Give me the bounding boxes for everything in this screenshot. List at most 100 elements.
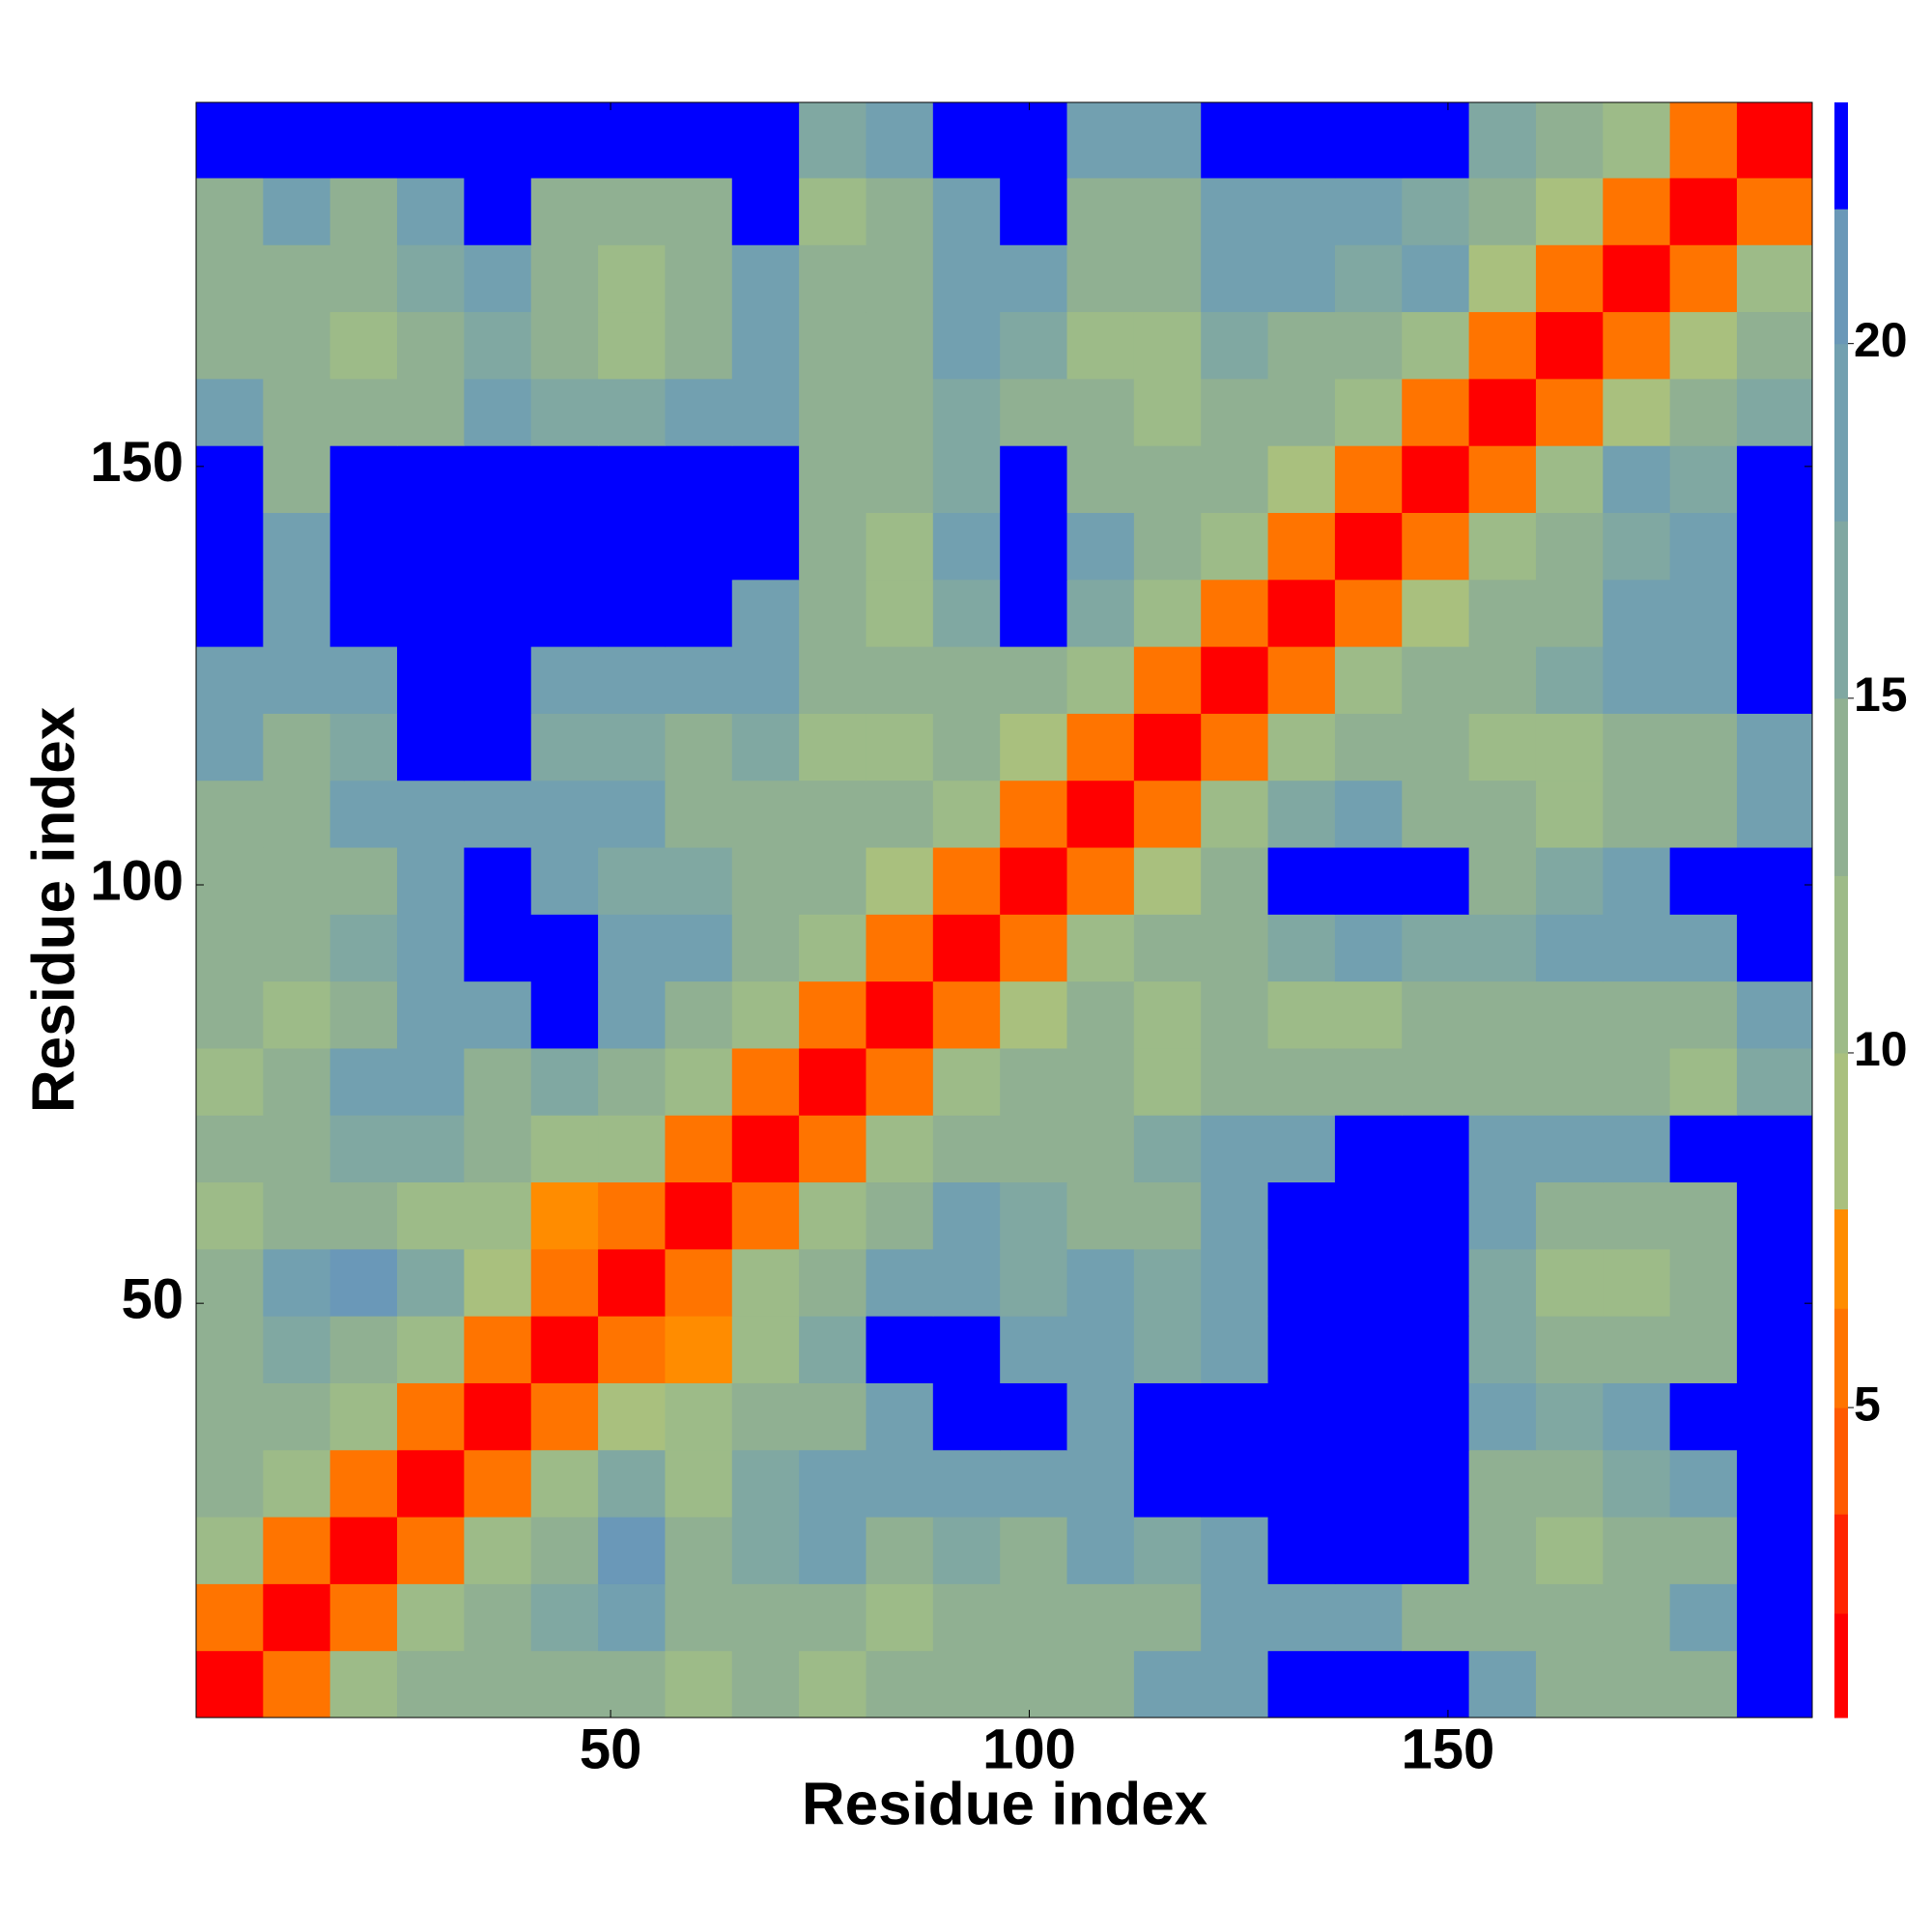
heatmap-cell [263, 445, 331, 513]
colorbar-segment [1834, 875, 1848, 1054]
heatmap-cell [1669, 1181, 1738, 1250]
heatmap-cell [263, 1517, 331, 1584]
heatmap-cell [397, 713, 465, 781]
heatmap-cell [1736, 1650, 1813, 1719]
heatmap-cell [1066, 311, 1135, 380]
heatmap-cell [530, 1181, 599, 1250]
heatmap-cell [1468, 102, 1537, 179]
x-axis-title: Residue index [802, 1771, 1208, 1837]
heatmap-cell [397, 1316, 465, 1383]
heatmap-cell [1535, 780, 1604, 848]
heatmap-cell [598, 1248, 666, 1317]
heatmap-cell [329, 847, 398, 915]
heatmap-cell [1603, 914, 1671, 982]
heatmap-cell [799, 579, 867, 647]
heatmap-cell [1000, 980, 1068, 1049]
heatmap-cell [598, 579, 666, 647]
colorbar-tick-label: 15 [1854, 668, 1908, 722]
heatmap-cell [397, 780, 465, 848]
heatmap-cell [1334, 1248, 1403, 1317]
heatmap-cell [932, 1382, 1001, 1451]
heatmap-cell [1133, 445, 1202, 513]
heatmap-cell [263, 646, 331, 714]
heatmap-cell [464, 713, 532, 781]
heatmap-cell [1000, 579, 1068, 647]
heatmap-cell [464, 914, 532, 982]
heatmap-cell [464, 1449, 532, 1518]
heatmap-cell [1402, 512, 1470, 581]
heatmap-cell [1468, 713, 1537, 781]
heatmap-cell [799, 512, 867, 581]
heatmap-cell [1535, 1047, 1604, 1116]
heatmap-cell [1334, 1650, 1403, 1719]
heatmap-cell [665, 914, 733, 982]
heatmap-cell [397, 1047, 465, 1116]
heatmap-cell [329, 1181, 398, 1250]
colorbar-segment [1834, 209, 1848, 345]
heatmap-cell [329, 102, 398, 179]
heatmap-cell [1468, 914, 1537, 982]
heatmap-cell [932, 780, 1001, 848]
colorbar-segment [1834, 1052, 1848, 1210]
heatmap-cell [1066, 1517, 1135, 1584]
heatmap-cell [799, 914, 867, 982]
heatmap-cell [1402, 1583, 1470, 1652]
heatmap-cell [1201, 1583, 1269, 1652]
heatmap-cell [1736, 780, 1813, 848]
heatmap-cell [263, 1449, 331, 1518]
heatmap-cell [1468, 1583, 1537, 1652]
heatmap-cell [196, 102, 264, 179]
heatmap-cell [932, 914, 1001, 982]
heatmap-cell [1133, 378, 1202, 446]
heatmap-cell [866, 847, 934, 915]
heatmap-cell [1133, 847, 1202, 915]
heatmap-cell [263, 847, 331, 915]
heatmap-cell [665, 1047, 733, 1116]
heatmap-cell [1736, 512, 1813, 581]
heatmap-cell [196, 177, 264, 245]
heatmap-cell [866, 1047, 934, 1116]
heatmap-cell [397, 1248, 465, 1317]
heatmap-cell [866, 1449, 934, 1518]
heatmap-cell [665, 1248, 733, 1317]
heatmap-cell [1468, 780, 1537, 848]
heatmap-cell [799, 713, 867, 781]
heatmap-cell [1334, 1047, 1403, 1116]
heatmap-cell [397, 1583, 465, 1652]
colorbar-segment [1834, 1514, 1848, 1614]
heatmap-cell [598, 1583, 666, 1652]
heatmap-cell [329, 1583, 398, 1652]
heatmap-cell [799, 1248, 867, 1317]
heatmap-cell [1736, 579, 1813, 647]
heatmap-cell [1535, 980, 1604, 1049]
heatmap-cell [1066, 579, 1135, 647]
heatmap-cell [1468, 1449, 1537, 1518]
heatmap-cell [196, 1650, 264, 1719]
heatmap-cell [866, 102, 934, 179]
y-axis-title: Residue index [20, 706, 87, 1113]
heatmap-cell [1468, 1047, 1537, 1116]
heatmap-cell [1535, 102, 1604, 179]
heatmap-cell [1334, 579, 1403, 647]
heatmap-cell [196, 847, 264, 915]
heatmap-cell [731, 1115, 800, 1183]
heatmap-cell [329, 1248, 398, 1317]
heatmap-cell [1468, 311, 1537, 380]
heatmap-cell [866, 311, 934, 380]
heatmap-cell [932, 1316, 1001, 1383]
heatmap-cell [1066, 713, 1135, 781]
heatmap-cell [464, 244, 532, 313]
heatmap-cell [731, 780, 800, 848]
heatmap-cell [1603, 1583, 1671, 1652]
heatmap-cell [329, 713, 398, 781]
heatmap-cell [1334, 1449, 1403, 1518]
heatmap-cell [799, 646, 867, 714]
heatmap-cell [196, 1047, 264, 1116]
heatmap-cell [530, 244, 599, 313]
heatmap-cell [196, 713, 264, 781]
heatmap-cell [1133, 1650, 1202, 1719]
heatmap-cell [665, 244, 733, 313]
heatmap-cell [1000, 1047, 1068, 1116]
heatmap-cell [1133, 1583, 1202, 1652]
y-tick-label: 100 [90, 849, 184, 912]
